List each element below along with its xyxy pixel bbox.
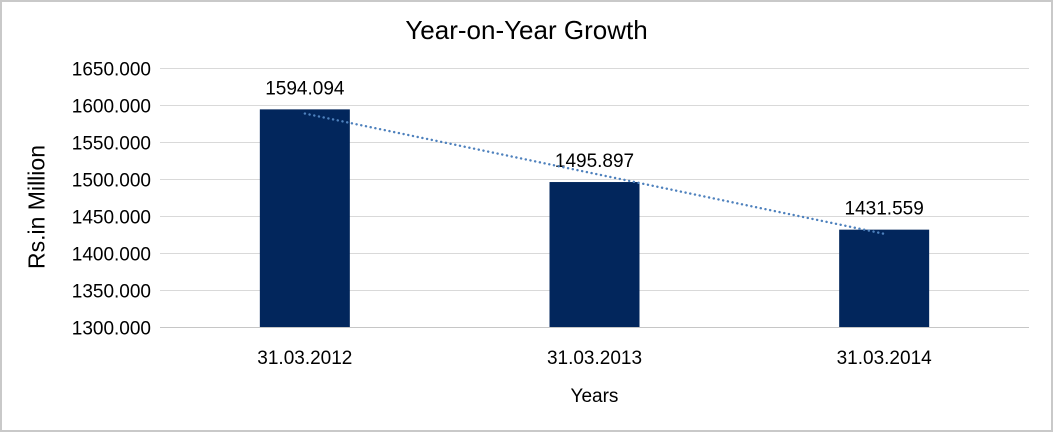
chart-title: Year-on-Year Growth [405,15,648,45]
y-tick-label: 1400.000 [72,245,151,266]
bar [839,229,930,327]
y-tick-label: 1550.000 [72,134,151,155]
y-tick-label: 1650.000 [72,60,151,81]
y-tick-label: 1500.000 [72,171,151,192]
x-tick-label: 31.03.2013 [547,348,642,369]
bar-data-label: 1594.094 [265,78,345,99]
bar-data-label: 1495.897 [555,151,634,172]
x-axis-title: Years [570,386,619,407]
x-tick-label: 31.03.2012 [257,348,352,369]
y-tick-label: 1450.000 [72,208,151,229]
y-tick-label: 1300.000 [72,319,151,340]
y-tick-label: 1600.000 [72,97,151,118]
bar-data-label: 1431.559 [845,199,924,220]
y-tick-label: 1350.000 [72,282,151,303]
bar [259,109,350,327]
x-tick-label: 31.03.2014 [837,348,933,369]
bar [549,182,640,327]
